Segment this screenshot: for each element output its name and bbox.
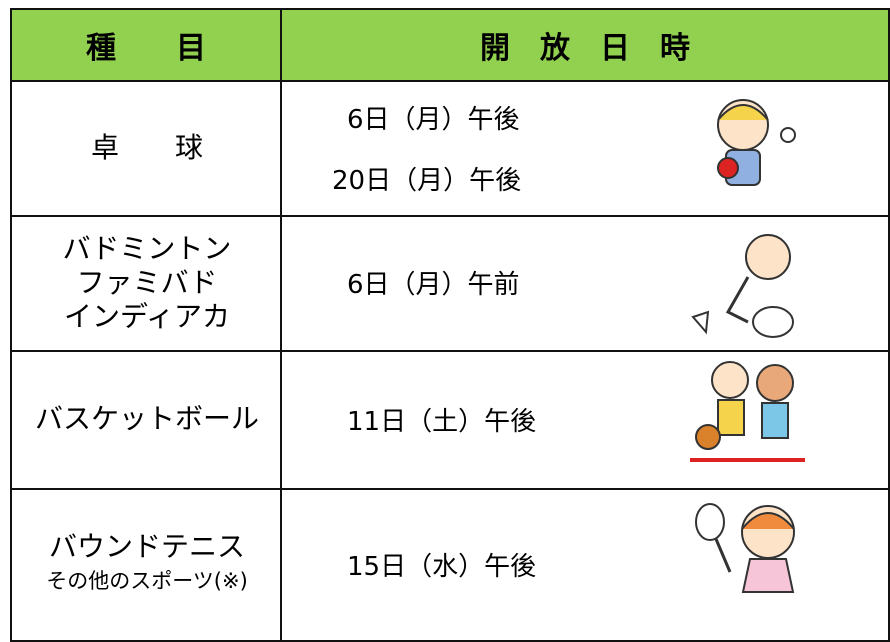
event-text: バスケットボール xyxy=(34,402,259,435)
event-text: ファミバド xyxy=(76,265,218,299)
event-text: 卓 球 xyxy=(90,130,203,164)
time-text: 20日（月）午後 xyxy=(332,165,522,196)
time-text: 6日（月）午前 xyxy=(347,270,520,300)
time-text: 15日（水）午後 xyxy=(347,551,537,582)
illustration xyxy=(691,234,794,338)
event-cell: バスケットボール xyxy=(10,350,282,490)
event-text: バドミントン xyxy=(62,231,232,265)
event-text: その他のスポーツ(※) xyxy=(46,569,248,593)
event-cell: 卓 球 xyxy=(10,80,282,217)
page: 種 目 開 放 日 時 卓 球 6日（月）午後 20日（月）午後バドミントン ファミバ… xyxy=(10,8,890,642)
illustration xyxy=(717,99,796,186)
time-text: 6日（月）午後 xyxy=(347,104,520,135)
event-cell: バウンドテニスその他のスポーツ(※) xyxy=(10,488,282,642)
illustration xyxy=(690,361,805,462)
time-cell: 6日（月）午後 20日（月）午後 xyxy=(280,80,890,217)
illustration xyxy=(695,503,795,593)
event-text: バウンドテニス xyxy=(48,530,245,563)
time-text: 11日（土）午後 xyxy=(347,406,537,437)
event-cell: バドミントン ファミバド インディアカ xyxy=(10,215,282,352)
header-time: 開 放 日 時 xyxy=(280,8,890,82)
header-event: 種 目 xyxy=(10,8,282,82)
time-cell: 11日（土）午後 xyxy=(280,350,890,490)
time-cell: 6日（月）午前 xyxy=(280,215,890,352)
event-text: インディアカ xyxy=(63,299,231,333)
